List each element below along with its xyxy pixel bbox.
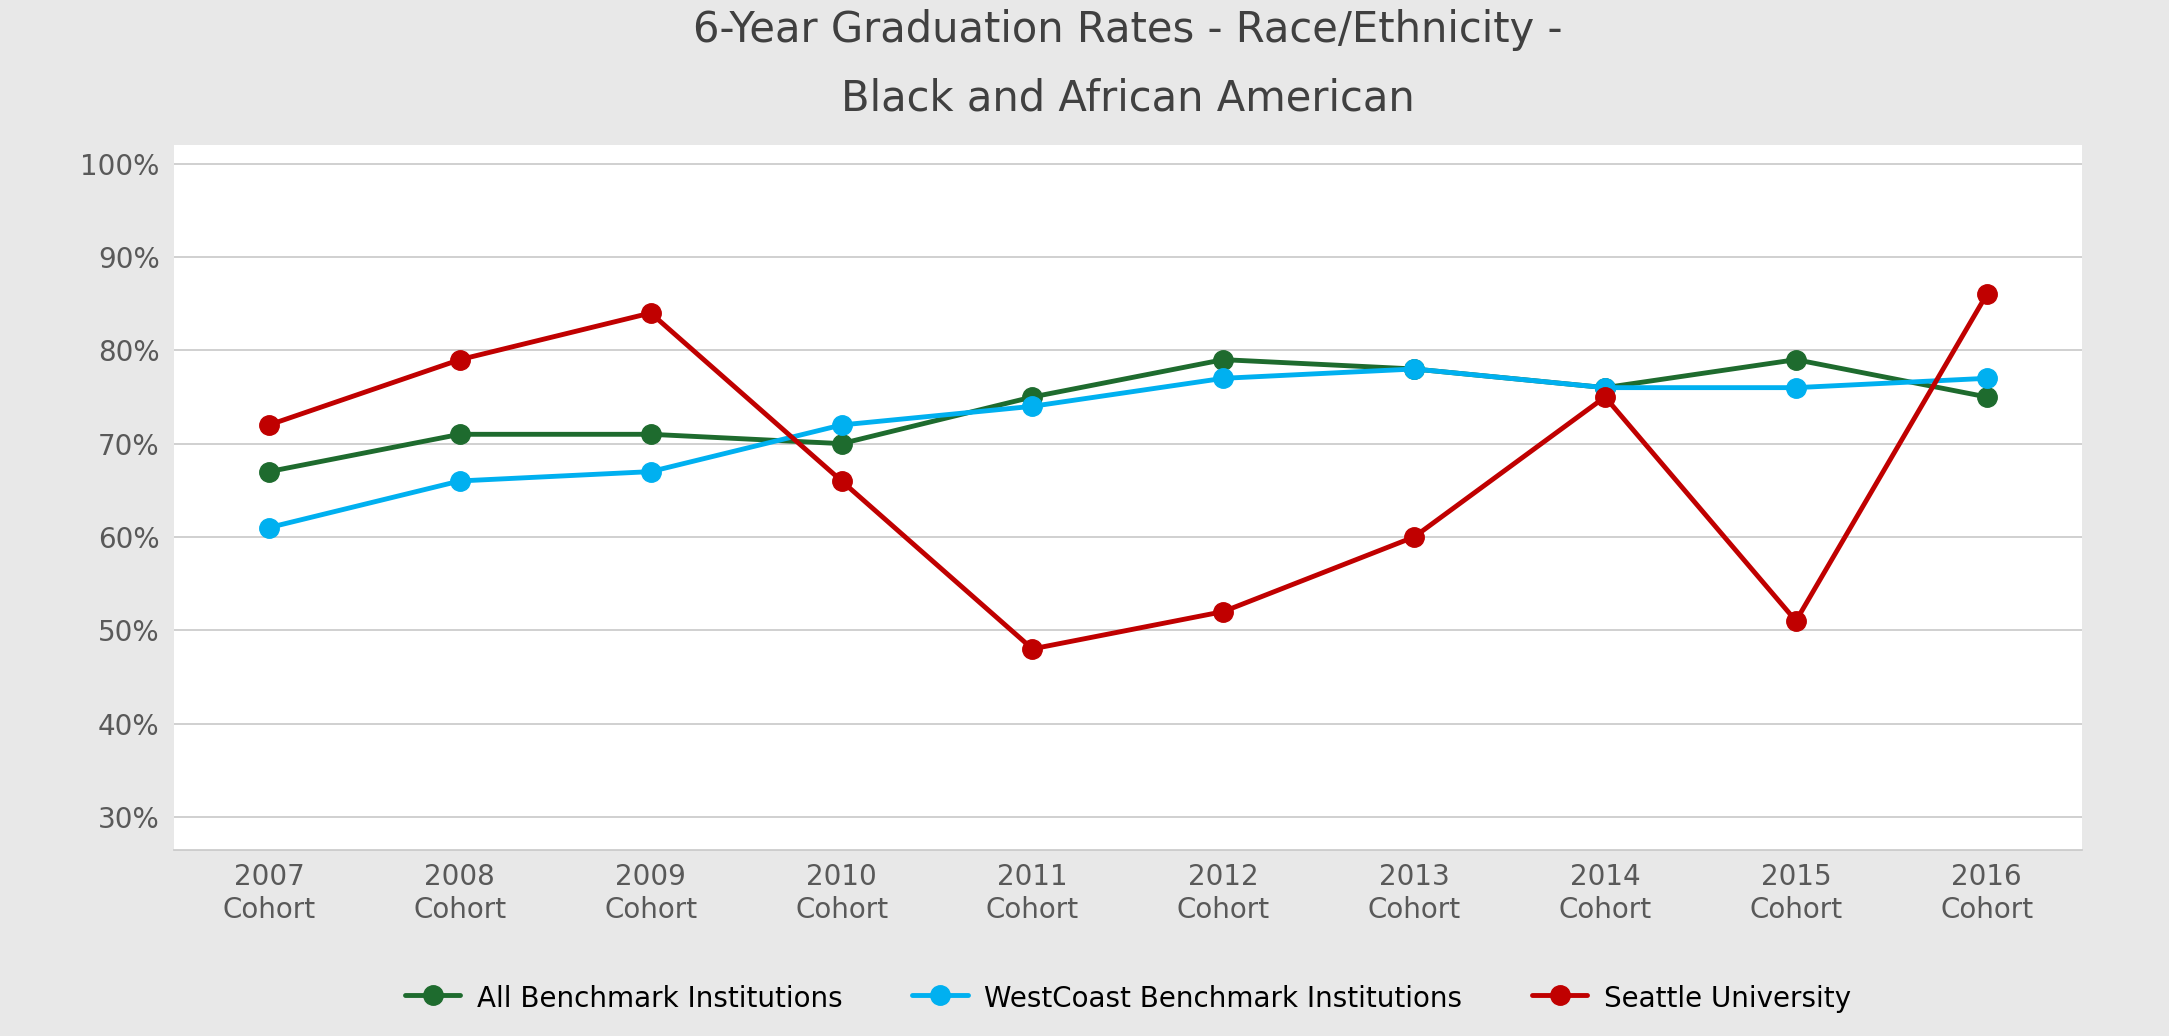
Seattle University	[1592, 391, 1618, 403]
Seattle University	[1019, 642, 1045, 655]
WestCoast Benchmark Institutions	[1592, 381, 1618, 394]
Seattle University	[1783, 614, 1809, 627]
All Benchmark Institutions	[447, 428, 473, 440]
WestCoast Benchmark Institutions	[1401, 363, 1427, 375]
WestCoast Benchmark Institutions	[1210, 372, 1236, 384]
WestCoast Benchmark Institutions	[447, 474, 473, 487]
Legend: All Benchmark Institutions, WestCoast Benchmark Institutions, Seattle University: All Benchmark Institutions, WestCoast Be…	[406, 983, 1850, 1013]
Seattle University	[829, 474, 855, 487]
All Benchmark Institutions	[1401, 363, 1427, 375]
Seattle University	[1974, 288, 2000, 300]
Title: 6-Year Graduation Rates - Race/Ethnicity -
Black and African American: 6-Year Graduation Rates - Race/Ethnicity…	[694, 9, 1562, 119]
WestCoast Benchmark Institutions	[638, 465, 664, 478]
WestCoast Benchmark Institutions	[256, 521, 282, 534]
Seattle University	[256, 419, 282, 431]
All Benchmark Institutions	[829, 437, 855, 450]
WestCoast Benchmark Institutions	[1019, 400, 1045, 412]
Line: Seattle University: Seattle University	[260, 285, 1995, 659]
All Benchmark Institutions	[1592, 381, 1618, 394]
Seattle University	[1210, 605, 1236, 617]
WestCoast Benchmark Institutions	[1974, 372, 2000, 384]
Seattle University	[638, 307, 664, 319]
WestCoast Benchmark Institutions	[829, 419, 855, 431]
All Benchmark Institutions	[1210, 353, 1236, 366]
All Benchmark Institutions	[638, 428, 664, 440]
Seattle University	[1401, 530, 1427, 543]
All Benchmark Institutions	[1974, 391, 2000, 403]
WestCoast Benchmark Institutions	[1783, 381, 1809, 394]
Seattle University	[447, 353, 473, 366]
All Benchmark Institutions	[1783, 353, 1809, 366]
Line: All Benchmark Institutions: All Benchmark Institutions	[260, 350, 1995, 482]
All Benchmark Institutions	[256, 465, 282, 478]
Line: WestCoast Benchmark Institutions: WestCoast Benchmark Institutions	[260, 359, 1995, 538]
All Benchmark Institutions	[1019, 391, 1045, 403]
